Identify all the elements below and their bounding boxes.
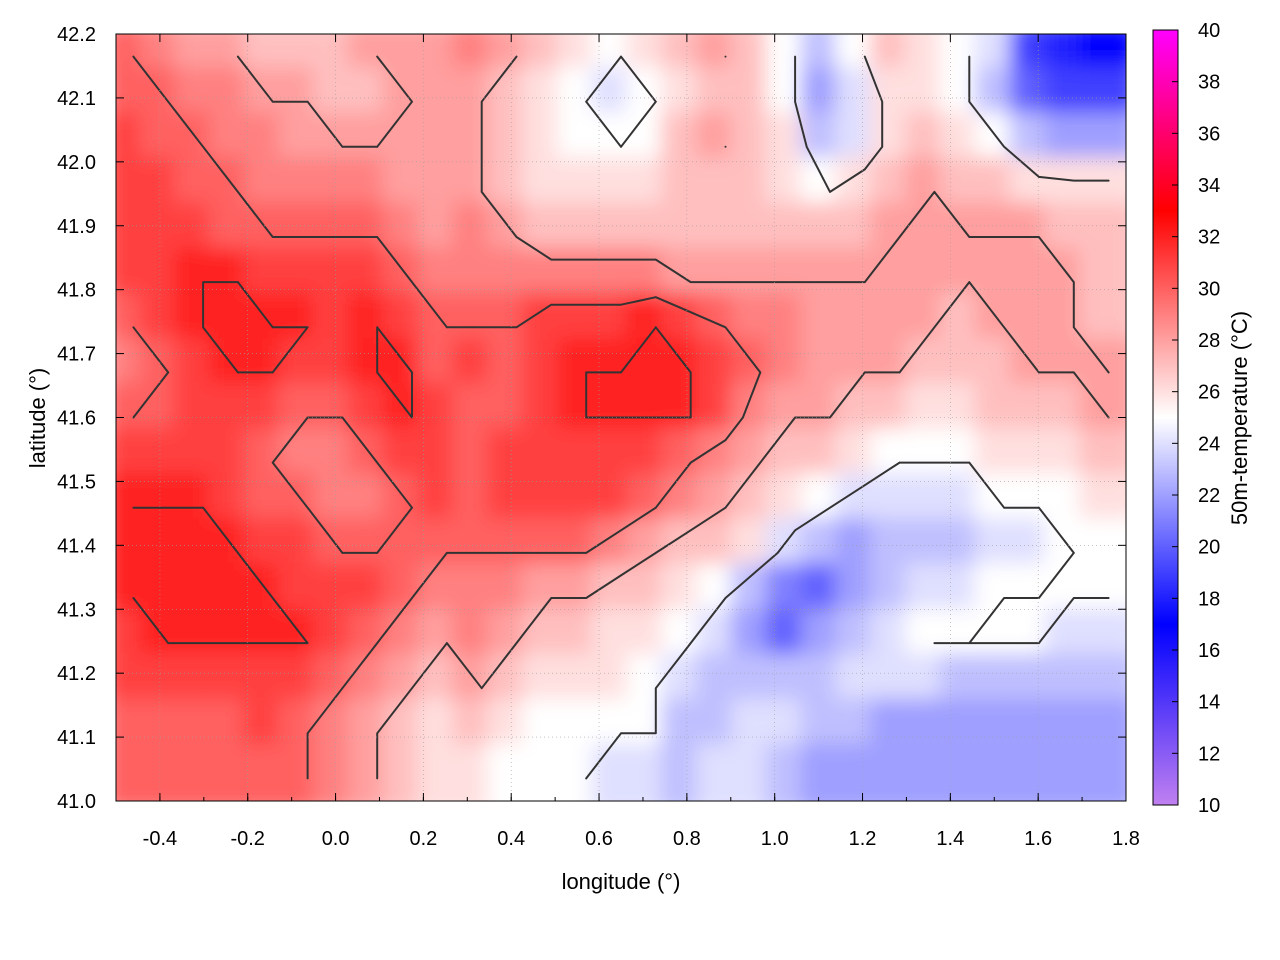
y-tick-label: 41.8 — [57, 280, 96, 302]
contour-lines — [132, 55, 1110, 780]
y-tick-label: 41.4 — [57, 535, 96, 557]
x-tick-label: 0.0 — [322, 828, 350, 850]
x-tick-label: 1.4 — [936, 828, 964, 850]
x-tick-label: 0.2 — [409, 828, 437, 850]
colorbar-gradient — [1152, 29, 1179, 806]
colorbar-tick-label: 18 — [1198, 588, 1220, 610]
x-axis-ticks: -0.4 -0.2 0.0 0.2 0.4 0.6 0.8 1.0 1.2 1.4 1.6 1.8 — [115, 34, 1140, 850]
y-tick-label: 42.2 — [57, 24, 96, 46]
x-tick-label: 0.4 — [497, 828, 525, 850]
colorbar-tick-label: 30 — [1198, 278, 1220, 300]
contour-line — [132, 281, 692, 645]
y-tick-label: 41.3 — [57, 599, 96, 621]
colorbar-tick-label: 10 — [1198, 795, 1220, 817]
colorbar-tick-label: 12 — [1198, 743, 1220, 765]
y-tick-label: 41.9 — [57, 216, 96, 238]
y-tick-label: 41.2 — [57, 663, 96, 685]
y-tick-label: 41.0 — [57, 791, 96, 813]
heatmap-field — [116, 34, 1126, 801]
colorbar-tick-label: 38 — [1198, 72, 1220, 94]
colorbar-tick-label: 36 — [1198, 123, 1220, 145]
x-axis-label: longitude (°) — [562, 869, 681, 894]
colorbar-label: 50m-temperature (°C) — [1227, 311, 1252, 525]
contour-line — [132, 55, 762, 780]
colorbar-tick-label: 24 — [1198, 433, 1220, 455]
colorbar-tick-label: 16 — [1198, 640, 1220, 662]
colorbar: 10 12 14 16 18 20 22 24 26 28 30 32 34 36 38 40 50m-tem… — [1152, 20, 1252, 817]
y-tick-label: 41.5 — [57, 471, 96, 493]
x-tick-label: 0.6 — [585, 828, 613, 850]
contour-line — [585, 55, 1110, 780]
x-tick-label: -0.4 — [143, 828, 177, 850]
colorbar-tick-label: 40 — [1198, 20, 1220, 42]
y-tick-label: 41.1 — [57, 727, 96, 749]
y-tick-label: 41.7 — [57, 344, 96, 366]
x-tick-label: 1.6 — [1024, 828, 1052, 850]
colorbar-tick-label: 22 — [1198, 485, 1220, 507]
y-tick-label: 42.0 — [57, 152, 96, 174]
colorbar-tick-label: 28 — [1198, 330, 1220, 352]
x-tick-label: 1.8 — [1112, 828, 1140, 850]
colorbar-tick-label: 14 — [1198, 692, 1220, 714]
colorbar-tick-label: 32 — [1198, 227, 1220, 249]
x-tick-label: 1.0 — [761, 828, 789, 850]
contour-line — [236, 55, 1110, 780]
x-tick-label: 1.2 — [849, 828, 877, 850]
colorbar-tick-label: 26 — [1198, 382, 1220, 404]
x-tick-label: 0.8 — [673, 828, 701, 850]
y-tick-label: 42.1 — [57, 88, 96, 110]
heatmap-cell — [1079, 743, 1126, 801]
colorbar-tick-label: 20 — [1198, 537, 1220, 559]
x-tick-label: -0.2 — [230, 828, 264, 850]
y-tick-label: 41.6 — [57, 408, 96, 430]
y-axis-label: latitude (°) — [25, 368, 50, 469]
colorbar-tick-label: 34 — [1198, 175, 1220, 197]
y-axis-ticks: 41.0 41.1 41.2 41.3 41.4 41.5 41.6 41.7 41.8 41.9… — [57, 24, 1126, 813]
